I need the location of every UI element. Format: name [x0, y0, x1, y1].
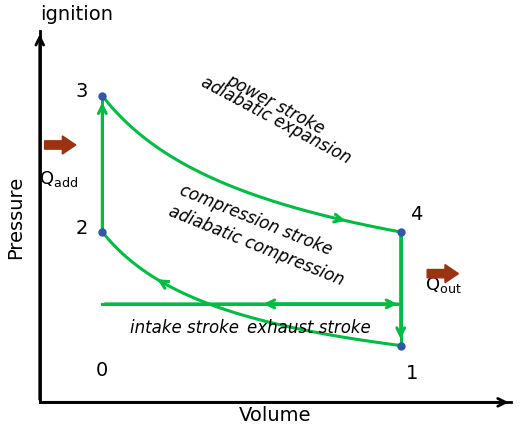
- Text: adiabatic expansion: adiabatic expansion: [198, 74, 354, 168]
- Text: exhaust stroke: exhaust stroke: [248, 319, 371, 337]
- Text: Q$_{\mathregular{out}}$: Q$_{\mathregular{out}}$: [425, 275, 462, 295]
- FancyArrow shape: [45, 136, 76, 154]
- Text: Q$_{\mathregular{add}}$: Q$_{\mathregular{add}}$: [40, 169, 78, 189]
- Text: 2: 2: [75, 219, 88, 238]
- Text: intake stroke: intake stroke: [130, 319, 238, 337]
- FancyArrow shape: [427, 265, 458, 283]
- Text: ignition: ignition: [40, 5, 113, 24]
- Text: compression stroke: compression stroke: [178, 181, 335, 259]
- Text: Pressure: Pressure: [6, 175, 25, 259]
- Text: 4: 4: [410, 205, 423, 224]
- Text: adiabatic compression: adiabatic compression: [166, 202, 347, 289]
- Text: 0: 0: [96, 361, 109, 380]
- Text: power stroke: power stroke: [223, 71, 328, 138]
- Text: 3: 3: [75, 83, 88, 101]
- Text: 1: 1: [405, 365, 418, 384]
- Text: Volume: Volume: [240, 406, 312, 425]
